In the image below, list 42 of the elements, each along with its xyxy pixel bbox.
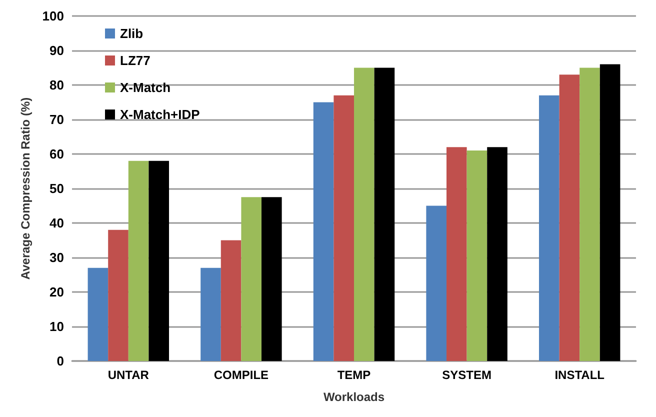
bar bbox=[262, 197, 282, 361]
bar bbox=[354, 68, 374, 361]
legend-label: Zlib bbox=[120, 26, 144, 41]
bar bbox=[580, 68, 600, 361]
bar bbox=[487, 147, 508, 361]
bar bbox=[128, 160, 149, 361]
bar bbox=[88, 268, 108, 361]
bar bbox=[148, 160, 170, 361]
bar bbox=[538, 95, 560, 361]
y-tick-label: 70 bbox=[50, 112, 64, 127]
y-tick-label: 90 bbox=[50, 43, 64, 58]
x-tick-label: TEMP bbox=[337, 368, 371, 382]
legend-label: X-Match+IDP bbox=[120, 107, 200, 122]
bar bbox=[600, 64, 620, 361]
legend-label: X-Match bbox=[120, 80, 171, 95]
y-tick-label: 100 bbox=[42, 8, 64, 24]
bar bbox=[220, 240, 242, 361]
bar bbox=[426, 206, 446, 361]
y-tick-label: 30 bbox=[50, 250, 64, 265]
y-tick-label: 50 bbox=[50, 181, 64, 196]
x-axis-title: Workloads bbox=[323, 390, 385, 404]
x-tick-label: SYSTEM bbox=[442, 368, 492, 382]
y-tick-label: 40 bbox=[50, 216, 64, 230]
y-tick-label: 60 bbox=[50, 146, 64, 162]
x-tick-label: UNTAR bbox=[108, 368, 150, 382]
x-tick-label: INSTALL bbox=[554, 368, 604, 382]
bar bbox=[241, 197, 262, 361]
y-tick-label: 80 bbox=[50, 78, 64, 92]
y-tick-label: 0 bbox=[56, 354, 64, 368]
bar bbox=[559, 74, 580, 361]
legend-label: LZ77 bbox=[120, 53, 150, 68]
bar bbox=[200, 268, 221, 361]
bar bbox=[313, 102, 334, 361]
y-tick-label: 10 bbox=[50, 319, 64, 334]
bar bbox=[466, 150, 488, 361]
y-tick-label: 20 bbox=[50, 284, 64, 300]
x-tick-label: COMPILE bbox=[214, 368, 269, 382]
bar bbox=[446, 147, 467, 361]
y-axis-title: Average Compression Ratio (%) bbox=[18, 97, 32, 280]
bar bbox=[108, 230, 128, 361]
bar bbox=[334, 95, 354, 361]
bar bbox=[374, 68, 395, 361]
